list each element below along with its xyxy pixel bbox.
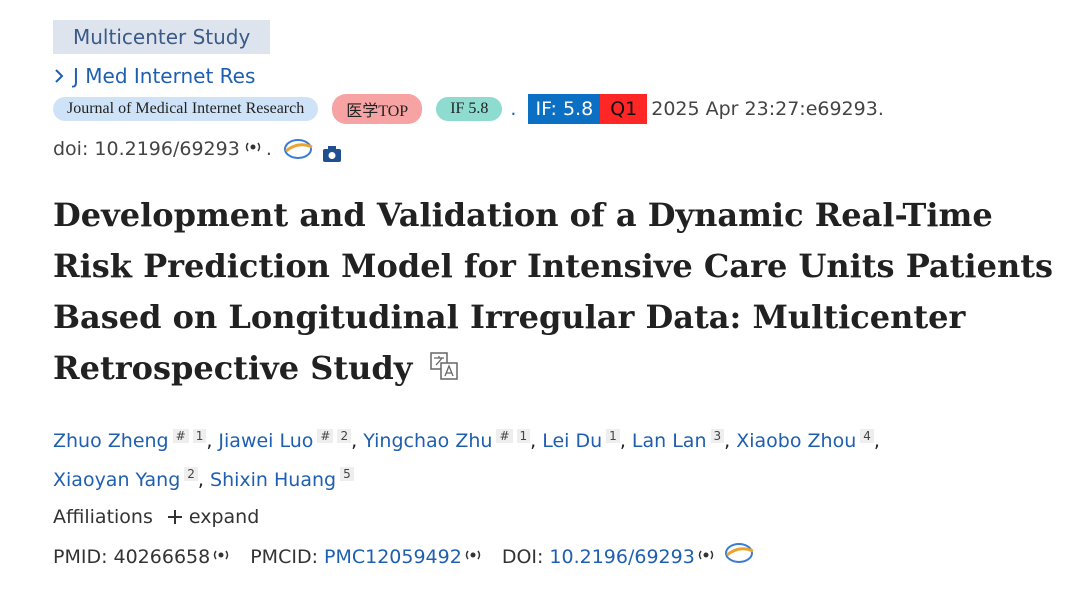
separator: , [873,430,880,453]
equal-contrib-mark: # [317,429,334,443]
equal-contrib-mark: # [496,429,513,443]
author: Xiaobo Zhou 4, [736,429,880,453]
affiliation-number[interactable]: 5 [340,467,354,482]
author: Xiaoyan Yang 2, [53,467,204,491]
separator: , [206,430,213,453]
journal-name[interactable]: J Med Internet Res [73,64,256,88]
top-pill: 医学TOP [332,94,423,124]
pmid-label: PMID: [53,546,108,568]
pmid: 40266658 [113,546,211,568]
author-name[interactable]: Lei Du [542,430,603,453]
author: Lan Lan 3, [631,429,731,453]
link-icon[interactable] [723,541,757,565]
doi-label: DOI: [501,546,544,568]
author-name[interactable]: Jiawei Luo [218,430,314,453]
signal-icon [213,550,229,560]
separator: , [530,430,537,453]
affiliation-number[interactable]: 3 [710,429,725,443]
signal-icon [465,550,481,560]
separator: , [197,468,204,491]
expand-text[interactable]: expand [188,506,260,528]
pmcid[interactable]: PMC12059492 [323,546,462,568]
separator: , [619,430,626,453]
title-text: Development and Validation of a Dynamic … [53,196,1053,387]
identifiers-row: PMID: 40266658 PMCID: PMC12059492 DOI: 10.2… [53,543,757,568]
affiliations-row: Affiliations expand [53,506,259,528]
author: Jiawei Luo #2, [218,429,358,453]
author: Yingchao Zhu #1, [363,429,537,453]
author-name[interactable]: Yingchao Zhu [363,430,493,453]
doi-end: . [265,138,272,160]
if-box: IF: 5.8 [528,94,601,124]
signal-icon [698,550,714,560]
affiliation-number[interactable]: 1 [606,429,620,443]
plus-icon [167,510,182,524]
author-name[interactable]: Xiaobo Zhou [736,430,857,453]
affiliation-number[interactable]: 1 [192,429,207,443]
link-icon[interactable] [282,137,316,161]
affiliations-label: Affiliations [53,506,153,528]
doi-row: doi: 10.2196/69293 . [53,133,344,165]
separator: , [351,430,358,453]
author: Zhuo Zheng #1, [53,429,213,453]
pmcid-label: PMCID: [250,546,318,568]
author-name[interactable]: Shixin Huang [210,468,337,491]
doi-link[interactable]: 10.2196/69293 [549,546,695,568]
author: Shixin Huang 5 [210,467,354,491]
signal-icon [245,142,261,152]
affiliation-number[interactable]: 2 [337,429,352,443]
author-name[interactable]: Zhuo Zheng [53,430,169,453]
article-title: Development and Validation of a Dynamic … [53,190,1068,394]
chevron-icon [55,69,64,83]
expand-button[interactable]: expand [167,506,259,528]
doi[interactable]: doi: 10.2196/69293 [53,138,240,160]
if-pill: IF 5.8 [436,97,503,121]
author: Lei Du 1, [542,429,626,453]
author-name[interactable]: Lan Lan [631,430,707,453]
author-list: Zhuo Zheng #1, Jiawei Luo #2, Yingchao Zhu… [53,420,1053,497]
separator: , [724,430,731,453]
journal-pill[interactable]: Journal of Medical Internet Research [53,97,319,121]
dot: . [510,98,517,120]
equal-contrib-mark: # [172,429,189,443]
affiliation-number[interactable]: 2 [184,467,198,482]
translate-icon[interactable] [429,351,461,381]
quartile-box: Q1 [600,94,648,124]
journal-row: Journal of Medical Internet Research 医学T… [53,94,884,124]
affiliation-number[interactable]: 1 [516,429,531,443]
article-type-badge: Multicenter Study [53,20,271,54]
camera-icon[interactable] [320,143,344,165]
author-name[interactable]: Xiaoyan Yang [53,468,181,491]
citation: 2025 Apr 23:27:e69293. [651,98,884,120]
affiliation-number[interactable]: 4 [860,429,874,443]
journal-link[interactable]: J Med Internet Res [53,64,255,88]
